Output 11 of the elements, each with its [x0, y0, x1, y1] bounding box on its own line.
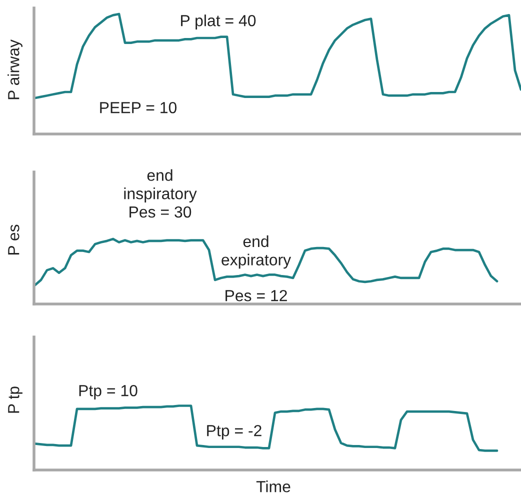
annotation: PEEP = 10: [100, 102, 177, 114]
y-axis-title: P tp: [8, 386, 22, 413]
y-axis-title: P airway: [8, 40, 22, 100]
annotation: P plat = 40: [181, 14, 256, 30]
annotation: Ptp = -2: [207, 424, 262, 440]
x-axis-title: Time: [256, 480, 290, 492]
text: Ptp = 10: [79, 384, 138, 400]
annotation: Pes = 12: [226, 290, 287, 302]
y-axis-title: P es: [8, 224, 20, 255]
annotation: end expiratory: [222, 235, 292, 269]
text: end inspiratory Pes = 30: [124, 169, 197, 218]
